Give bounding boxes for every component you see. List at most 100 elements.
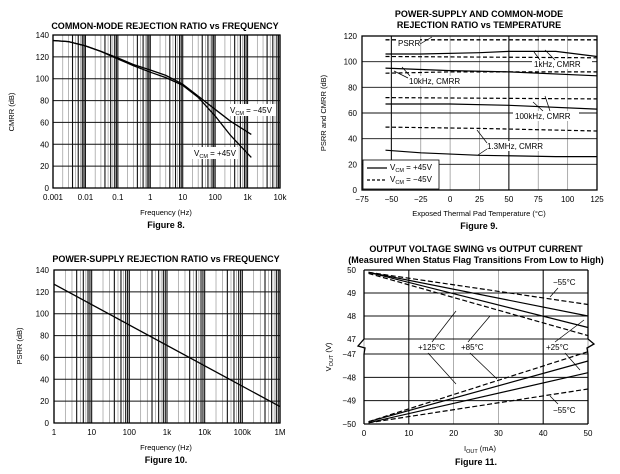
series-line (385, 97, 598, 100)
x-tick-label: 10k (198, 428, 212, 437)
annotation-arrow (544, 49, 556, 61)
figure-caption: Figure 11. (455, 457, 497, 467)
annotation-arrow (549, 287, 559, 298)
x-tick-label: 0 (362, 429, 367, 438)
y-tick-label: 120 (36, 53, 50, 62)
annotation-arrow (532, 101, 544, 112)
figure-caption: Figure 8. (147, 220, 185, 230)
x-tick-label: 10 (178, 193, 187, 202)
y-tick-label: 140 (36, 31, 50, 40)
annotation-arrow (544, 95, 551, 112)
x-tick-label: 10 (87, 428, 96, 437)
annotation-arrow (401, 66, 411, 77)
series-line (385, 103, 598, 110)
x-tick-label: 1 (148, 193, 153, 202)
plot-frame (52, 34, 281, 189)
x-axis-label: Exposed Thermal Pad Temperature (°C) (412, 209, 546, 218)
y-tick-label: −49 (342, 397, 356, 406)
x-tick-label: 50 (584, 429, 593, 438)
x-tick-label: 10k (274, 193, 288, 202)
y-tick-label: 47 (347, 335, 356, 344)
annotation-arrow (431, 310, 457, 343)
y-tick-label: 48 (347, 312, 356, 321)
annotation-arrow (476, 129, 488, 144)
annotation-psrr: PSRR (398, 39, 420, 48)
legend-label-vcm-minus-45: VCM = −45V (390, 175, 433, 186)
chart-title-line-2: (Measured When Status Flag Transitions F… (348, 255, 604, 265)
y-tick-label: 0 (45, 184, 50, 193)
label-background (396, 38, 420, 48)
series-line (368, 271, 589, 306)
legend-box (362, 159, 440, 190)
x-tick-label: 30 (494, 429, 503, 438)
annotation-arrow (467, 315, 491, 343)
annotation-100khz-cmrr: 100kHz, CMRR (515, 112, 571, 121)
x-tick-label: 1k (163, 428, 172, 437)
x-tick-label: 100 (208, 193, 222, 202)
x-tick-label: 125 (590, 195, 604, 204)
legend-label-vcm-plus-45: VCM = +45V (390, 163, 433, 174)
series-line (53, 283, 281, 408)
y-tick-label: 0 (45, 419, 50, 428)
annotation-arrow (427, 352, 457, 385)
label-background (228, 104, 276, 116)
x-tick-label: 100 (123, 428, 137, 437)
series-line (385, 55, 598, 59)
y-tick-label: 50 (347, 266, 356, 275)
x-axis-label: Frequency (Hz) (140, 443, 192, 452)
x-tick-label: 50 (504, 195, 513, 204)
chart-title: COMMON-MODE REJECTION RATIO vs FREQUENCY (51, 21, 278, 31)
label-background (532, 59, 592, 69)
chart-title-line-2: REJECTION RATIO vs TEMPERATURE (397, 20, 561, 30)
x-tick-label: 1 (52, 428, 57, 437)
series-line (385, 67, 598, 77)
label-background (513, 111, 579, 121)
x-axis-label: IOUT (mA) (464, 444, 497, 455)
annotation-arrow (549, 395, 559, 405)
x-tick-label: 20 (449, 429, 458, 438)
annotation-plus85: +85°C (461, 343, 484, 352)
figure-caption: Figure 9. (460, 221, 498, 231)
y-tick-label: 60 (40, 353, 49, 362)
label-background (551, 277, 581, 287)
y-tick-label: −47 (342, 350, 356, 359)
annotation-minus55-upper: −55°C (553, 278, 576, 287)
annotation-arrow (477, 148, 488, 156)
annotation-plus25: +25°C (546, 343, 569, 352)
chart-title: POWER-SUPPLY AND COMMON-MODE (395, 9, 563, 19)
y-tick-label: 20 (40, 162, 49, 171)
x-tick-label: 100k (234, 428, 252, 437)
annotation-arrow (554, 319, 585, 343)
series-line (385, 71, 597, 74)
series-line (52, 39, 252, 158)
y-tick-label: 60 (348, 109, 357, 118)
axis-break-left (356, 270, 366, 424)
x-tick-label: 0.001 (43, 193, 64, 202)
figure-caption: Figure 10. (145, 455, 188, 465)
label-background (551, 405, 581, 415)
series-line (368, 272, 589, 337)
label-background (485, 141, 545, 151)
y-axis-label: PSRR and CMRR (dB) (319, 74, 328, 151)
series-label-vcm-plus-45: VCM = +45V (194, 149, 237, 160)
series-line (368, 271, 589, 317)
series-line (385, 149, 597, 158)
y-axis-label: PSRR (dB) (15, 327, 24, 365)
series-line (368, 351, 589, 423)
y-tick-label: 60 (40, 118, 49, 127)
chart-figure-8: COMMON-MODE REJECTION RATIO vs FREQUENCY… (7, 21, 287, 230)
x-tick-label: 1k (243, 193, 252, 202)
x-tick-label: 0.01 (78, 193, 94, 202)
y-tick-label: 49 (347, 289, 356, 298)
y-tick-label: 140 (36, 266, 50, 275)
y-tick-label: 100 (36, 75, 50, 84)
y-tick-label: 80 (348, 83, 357, 92)
x-tick-label: 0 (448, 195, 453, 204)
annotation-plus125: +125°C (418, 343, 445, 352)
series-label-vcm-minus-45: VCM = −45V (230, 106, 273, 117)
x-tick-label: 40 (539, 429, 548, 438)
y-tick-label: 40 (348, 135, 357, 144)
plot-frame (53, 269, 281, 424)
